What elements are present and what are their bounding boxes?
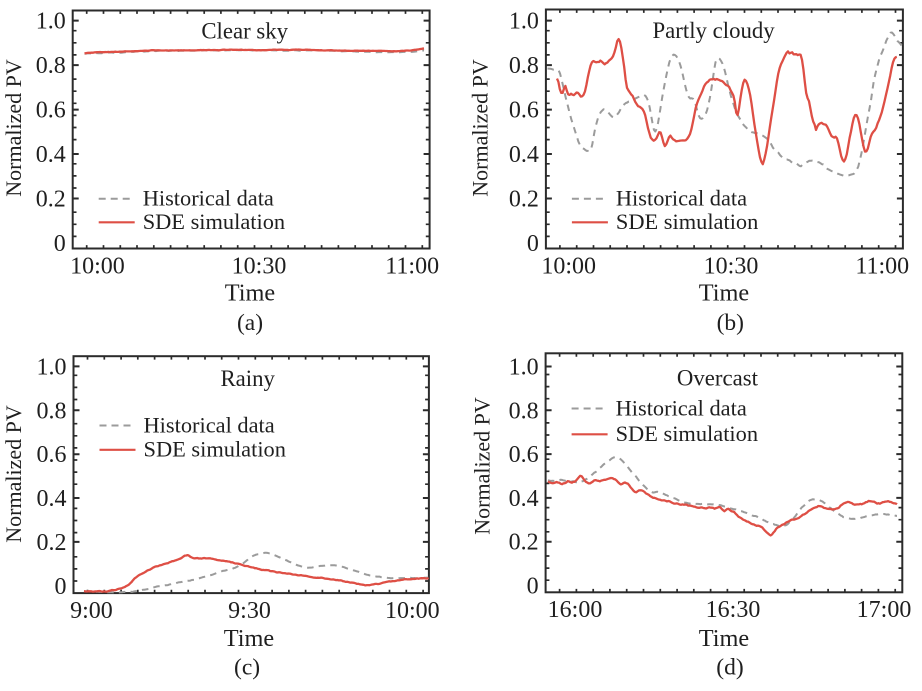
svg-text:Normalized PV: Normalized PV (470, 397, 495, 535)
svg-text:Normalized PV: Normalized PV (1, 405, 26, 543)
svg-text:0.4: 0.4 (36, 142, 66, 168)
svg-text:0.6: 0.6 (509, 98, 539, 124)
svg-text:0.8: 0.8 (509, 398, 539, 424)
svg-text:(c): (c) (234, 655, 260, 681)
svg-text:0.2: 0.2 (509, 530, 539, 556)
svg-text:Time: Time (224, 625, 274, 652)
svg-text:1.0: 1.0 (36, 9, 66, 35)
svg-text:0.2: 0.2 (509, 187, 539, 213)
svg-text:Historical data: Historical data (143, 186, 274, 211)
svg-text:10:30: 10:30 (704, 253, 759, 279)
svg-text:0: 0 (54, 231, 66, 257)
svg-text:Historical data: Historical data (616, 395, 747, 420)
svg-text:Overcast: Overcast (677, 366, 759, 391)
svg-text:17:00: 17:00 (857, 597, 912, 623)
svg-text:Normalized PV: Normalized PV (468, 59, 493, 197)
svg-text:10:00: 10:00 (541, 253, 596, 279)
svg-text:SDE simulation: SDE simulation (616, 421, 758, 446)
svg-text:0.8: 0.8 (36, 53, 66, 79)
svg-text:10:00: 10:00 (385, 598, 440, 624)
svg-text:Partly cloudy: Partly cloudy (652, 18, 775, 43)
svg-text:0.8: 0.8 (37, 398, 67, 424)
svg-text:0.4: 0.4 (37, 486, 67, 512)
svg-text:9:00: 9:00 (70, 598, 113, 624)
svg-text:Historical data: Historical data (144, 412, 275, 437)
svg-text:(d): (d) (716, 655, 743, 681)
svg-text:Time: Time (699, 625, 749, 652)
svg-text:16:30: 16:30 (706, 597, 761, 623)
svg-text:0.4: 0.4 (509, 486, 539, 512)
svg-text:1.0: 1.0 (37, 354, 67, 380)
svg-text:0: 0 (527, 574, 539, 600)
svg-text:Rainy: Rainy (220, 366, 275, 391)
svg-text:Time: Time (699, 280, 749, 307)
svg-text:Time: Time (225, 280, 275, 307)
svg-text:9:30: 9:30 (228, 598, 271, 624)
svg-text:1.0: 1.0 (509, 355, 539, 381)
svg-text:SDE simulation: SDE simulation (143, 209, 285, 234)
svg-text:SDE simulation: SDE simulation (616, 209, 758, 234)
svg-text:0.6: 0.6 (509, 442, 539, 468)
svg-text:Historical data: Historical data (616, 186, 747, 211)
svg-text:0.2: 0.2 (36, 187, 66, 213)
svg-text:0.6: 0.6 (36, 98, 66, 124)
svg-text:0.2: 0.2 (37, 530, 67, 556)
svg-text:0: 0 (55, 574, 67, 600)
svg-text:0: 0 (527, 231, 539, 257)
svg-text:0.4: 0.4 (509, 142, 539, 168)
svg-text:10:30: 10:30 (232, 253, 287, 279)
svg-text:10:00: 10:00 (70, 253, 125, 279)
svg-text:(b): (b) (717, 310, 744, 336)
svg-text:1.0: 1.0 (509, 9, 539, 35)
svg-text:0.6: 0.6 (37, 442, 67, 468)
svg-text:16:00: 16:00 (548, 597, 603, 623)
svg-text:SDE simulation: SDE simulation (144, 437, 286, 462)
svg-text:(a): (a) (237, 310, 263, 336)
svg-text:11:00: 11:00 (385, 253, 439, 279)
svg-text:Normalized PV: Normalized PV (1, 59, 26, 197)
svg-text:Clear sky: Clear sky (201, 19, 288, 44)
svg-text:11:00: 11:00 (855, 253, 909, 279)
svg-text:0.8: 0.8 (509, 53, 539, 79)
